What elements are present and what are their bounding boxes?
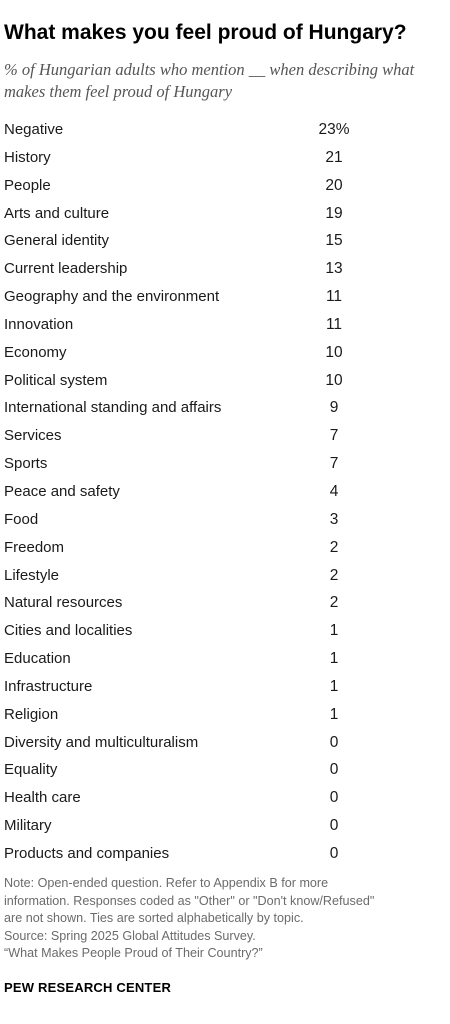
row-value: 3 [329,510,339,528]
table-row: International standing and affairs 9 [0,394,450,422]
row-label: Education [4,650,71,668]
table-row: Economy 10 [0,339,450,367]
row-value: 19 [325,204,343,222]
row-value: 1 [329,650,339,668]
row-label: Religion [4,705,59,723]
table-row: Products and companies 0 [0,840,450,868]
table-row: Religion 1 [0,701,450,729]
row-label: International standing and affairs [4,399,222,417]
row-label: Food [4,510,39,528]
table-row: Peace and safety 4 [0,478,450,506]
row-label: General identity [4,232,110,250]
row-value: 0 [329,844,339,862]
row-value: 10 [325,343,343,361]
row-value: 10 [325,371,343,389]
notes: Note: Open-ended question. Refer to Appe… [4,875,444,963]
note-line: Note: Open-ended question. Refer to Appe… [4,876,329,890]
row-value: 0 [329,817,339,835]
note-line: “What Makes People Proud of Their Countr… [4,946,263,961]
row-label: People [4,176,51,194]
row-value: 15 [325,232,343,250]
row-label: Political system [4,371,108,389]
row-label: Negative [4,121,64,138]
row-label: Natural resources [4,594,123,612]
table-row: Natural resources 2 [0,589,450,617]
row-label: Equality [4,761,58,779]
note-line: Source: Spring 2025 Global Attitudes Sur… [4,928,256,943]
row-label: Innovation [4,315,74,333]
chart-subtitle: % of Hungarian adults who mention __ whe… [4,60,415,101]
row-label: Products and companies [4,844,170,862]
table-row: History 21 [0,144,450,172]
table-row: General identity 15 [0,227,450,255]
table-row: Education 1 [0,645,450,673]
row-label: Military [4,817,52,835]
row-label: Services [4,427,62,445]
row-label: Arts and culture [4,204,110,222]
table-row: Infrastructure 1 [0,673,450,701]
table-row: People 20 [0,172,450,200]
row-label: Cities and localities [4,622,133,640]
table-row: Services 7 [0,422,450,450]
brand-name: PEW RESEARCH CENTER [4,980,172,995]
table-row: Military 0 [0,812,450,840]
row-value: 9 [329,399,339,417]
table-row: Freedom 2 [0,534,450,562]
table-row: Lifestyle 2 [0,562,450,590]
row-value: 0 [329,733,339,751]
data-table: Negative 23% History 21 People 20 Arts and cul… [0,116,450,868]
row-label: Health care [4,789,81,807]
row-value: 7 [329,455,339,473]
table-row: Arts and culture 19 [0,200,450,228]
row-value: 21 [325,148,343,166]
row-value: 1 [329,705,339,723]
row-value: 2 [329,566,339,584]
row-label: Geography and the environment [4,288,220,306]
row-value: 13 [325,260,343,278]
row-value: 1 [329,622,339,640]
row-label: Economy [4,343,67,361]
table-row: Geography and the environment 11 [0,283,450,311]
row-label: Freedom [4,538,65,556]
table-row: Political system 10 [0,367,450,395]
row-value: 4 [329,482,339,500]
row-value: 1 [329,677,339,695]
row-value: 0 [329,789,339,807]
table-row: Equality 0 [0,756,450,784]
row-value: 11 [325,288,343,306]
row-value: 7 [329,427,339,445]
row-label: Infrastructure [4,677,93,695]
row-value: 23% [318,121,350,138]
chart-title: What makes you feel proud of Hungary? [4,21,407,44]
note-line: information. Responses coded as "Other" … [4,893,375,908]
table-row: Innovation 11 [0,311,450,339]
row-label: Lifestyle [4,566,60,584]
note-line: are not shown. Ties are sorted alphabeti… [4,911,304,926]
table-row: Current leadership 13 [0,255,450,283]
row-value: 20 [325,176,343,194]
table-row: Diversity and multiculturalism 0 [0,729,450,757]
table-row: Health care 0 [0,784,450,812]
row-label: Peace and safety [4,482,120,500]
row-value: 2 [329,538,339,556]
table-row: Cities and localities 1 [0,617,450,645]
table-row: Food 3 [0,506,450,534]
row-value: 0 [329,761,339,779]
row-value: 11 [325,315,343,333]
row-label: Current leadership [4,260,128,278]
row-value: 2 [329,594,339,612]
row-label: Diversity and multiculturalism [4,733,199,751]
table-row: Sports 7 [0,450,450,478]
table-row: Negative 23% [0,116,450,144]
row-label: History [4,148,51,166]
row-label: Sports [4,455,48,473]
